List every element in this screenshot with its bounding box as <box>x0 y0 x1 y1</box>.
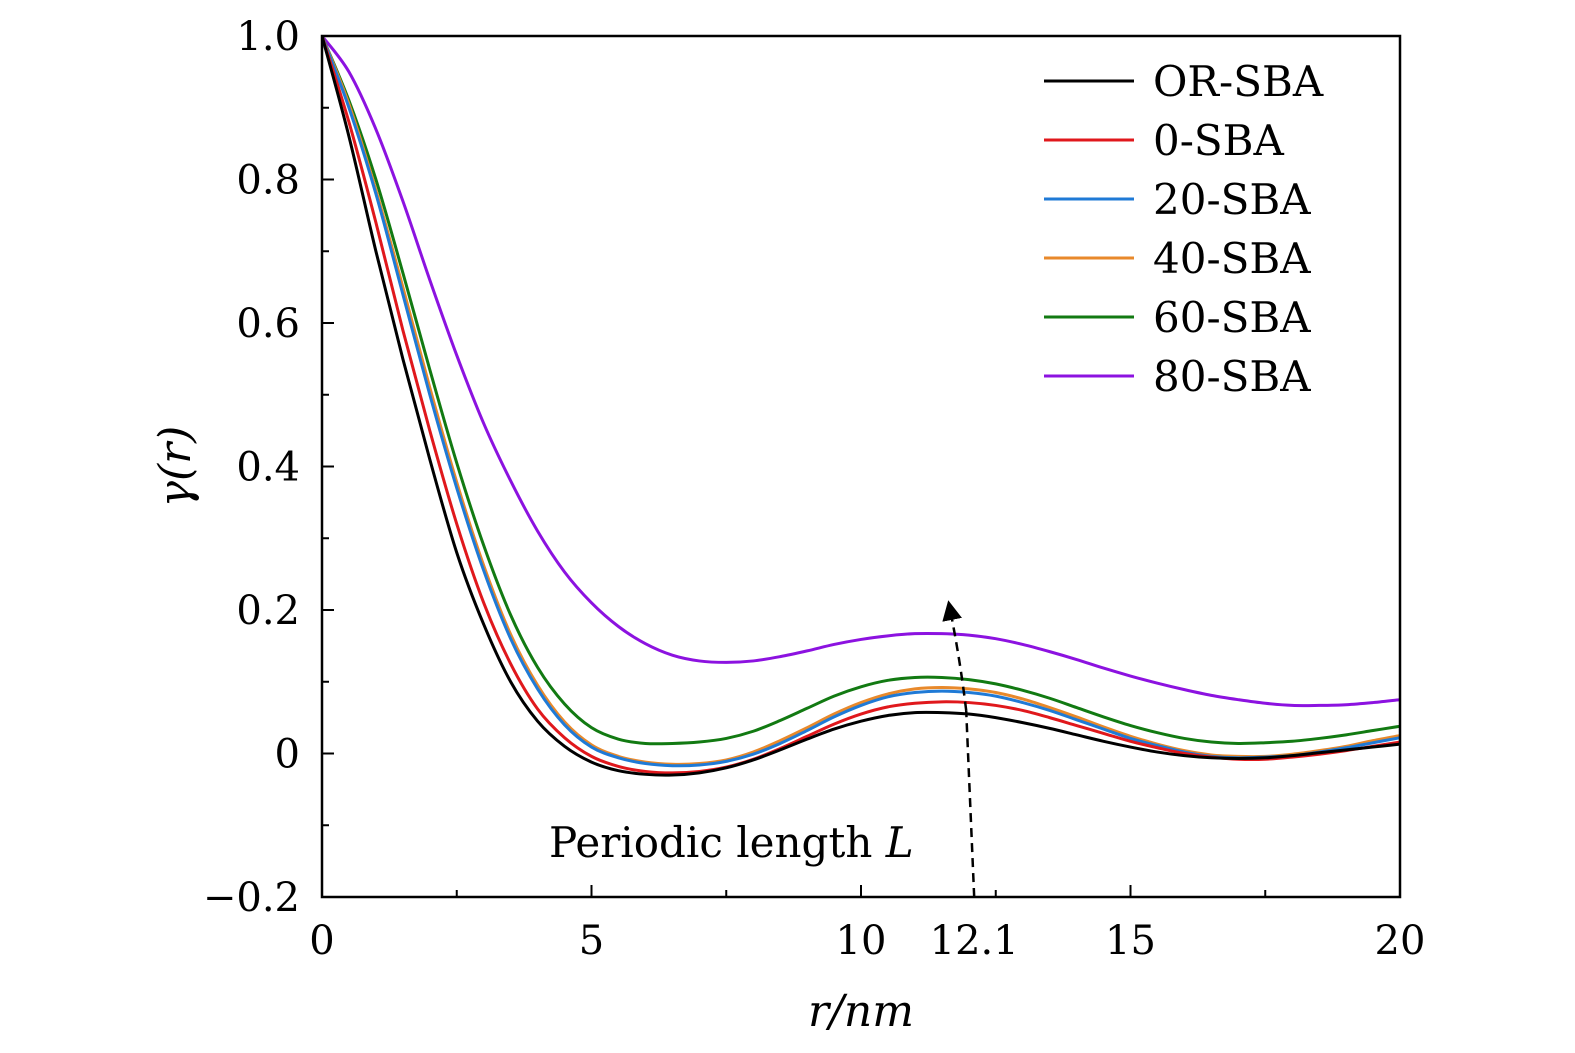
y-tick-label: 0 <box>275 732 300 778</box>
legend-label: 80-SBA <box>1153 352 1311 401</box>
annotation-label: Periodic length L <box>549 818 914 867</box>
axes: 0 5 10 12.1 15 20−0.200.20.40.60.81.0r/nmγ(r) <box>150 14 1425 1037</box>
y-tick-label: 0.8 <box>236 158 300 204</box>
y-tick-label: 0.2 <box>236 588 300 634</box>
x-tick-label: 10 <box>836 918 887 964</box>
annotation-text-italic: L <box>885 818 914 867</box>
series-line-5 <box>322 36 1400 708</box>
y-tick-label: 0.6 <box>236 301 300 347</box>
series-line-0 <box>322 36 1400 777</box>
legend-label: 60-SBA <box>1153 293 1311 342</box>
annotation-arrow <box>942 600 968 711</box>
y-axis-title-group: γ(r) <box>150 426 201 508</box>
y-tick-label: 1.0 <box>236 14 300 60</box>
x-tick-label: 5 <box>579 918 604 964</box>
x-tick-label: 12.1 <box>930 918 1019 964</box>
legend: OR-SBA 0-SBA 20-SBA 40-SBA 60-SBA 80-SBA <box>1044 57 1324 401</box>
series-line-4 <box>322 36 1400 746</box>
legend-label: OR-SBA <box>1153 57 1324 106</box>
y-axis-title: γ(r) <box>150 426 201 508</box>
y-tick-label: −0.2 <box>203 875 300 921</box>
legend-label: 20-SBA <box>1153 175 1311 224</box>
series-group <box>322 36 1400 777</box>
plot-area <box>322 36 1400 777</box>
legend-label: 40-SBA <box>1153 234 1311 283</box>
annotation-dashed-line <box>964 710 976 898</box>
x-axis-title: r/nm <box>808 986 914 1037</box>
x-tick-label: 15 <box>1105 918 1156 964</box>
plot-frame <box>320 34 1402 899</box>
annotation-text-plain: Periodic length <box>549 818 886 867</box>
annotation: Periodic length L <box>549 600 976 898</box>
x-tick-label: 20 <box>1375 918 1426 964</box>
y-tick-label: 0.4 <box>236 445 300 491</box>
legend-label: 0-SBA <box>1153 116 1285 165</box>
x-tick-label: 0 <box>309 918 334 964</box>
